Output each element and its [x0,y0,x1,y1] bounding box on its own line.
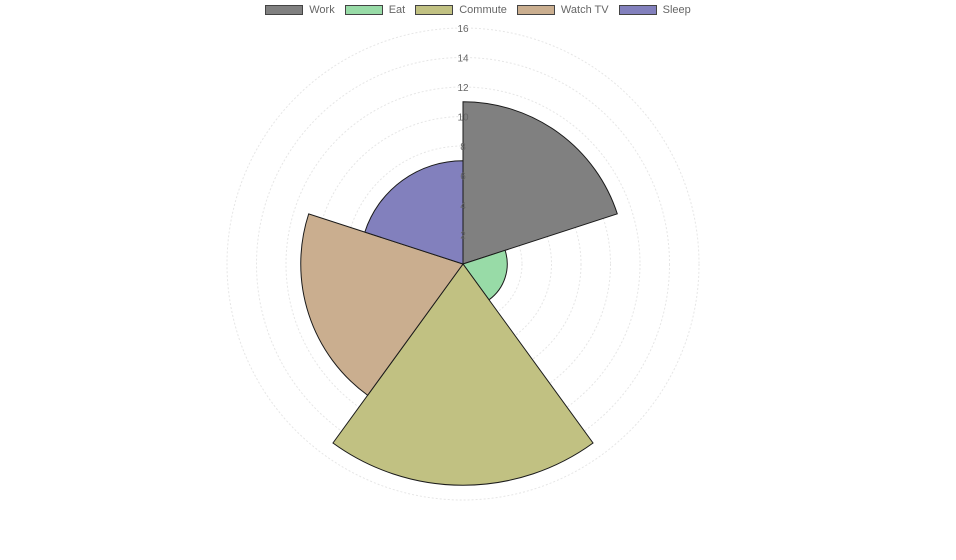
sector-sleep[interactable] [364,160,464,265]
r-tick-label: 10 [457,113,469,124]
r-tick-label: 8 [460,142,466,153]
r-tick-label: 16 [457,24,469,35]
r-tick-label: 12 [457,83,469,94]
sector-work[interactable] [462,101,618,265]
chart-sectors [300,101,618,486]
legend-label: Watch TV [560,4,609,16]
legend-label: Work [309,4,335,16]
sector-eat[interactable] [462,249,508,301]
legend-item-eat[interactable]: Eat [344,4,406,16]
legend-swatch [265,5,304,15]
legend-item-watch-tv[interactable]: Watch TV [516,4,609,16]
r-tick-label: 14 [457,54,469,65]
legend-item-work[interactable]: Work [265,4,335,16]
grid-ring [315,116,611,412]
legend-swatch [516,5,555,15]
sector-watch-tv[interactable] [300,213,464,396]
radial-tick-labels: 2 4 6 8 10 12 14 16 [457,24,469,242]
legend-swatch [618,5,657,15]
grid-ring [226,27,700,501]
legend-label: Sleep [662,4,691,16]
legend-swatch [344,5,383,15]
legend-item-sleep[interactable]: Sleep [618,4,691,16]
chart-legend: Work Eat Commute Watch TV Sleep [0,4,956,16]
r-tick-label: 2 [460,231,466,242]
r-tick-label: 6 [460,172,466,183]
sector-commute[interactable] [332,263,594,486]
legend-label: Eat [388,4,406,16]
legend-swatch [415,5,454,15]
legend-item-commute[interactable]: Commute [415,4,507,16]
legend-label: Commute [459,4,507,16]
r-tick-label: 4 [460,201,466,212]
